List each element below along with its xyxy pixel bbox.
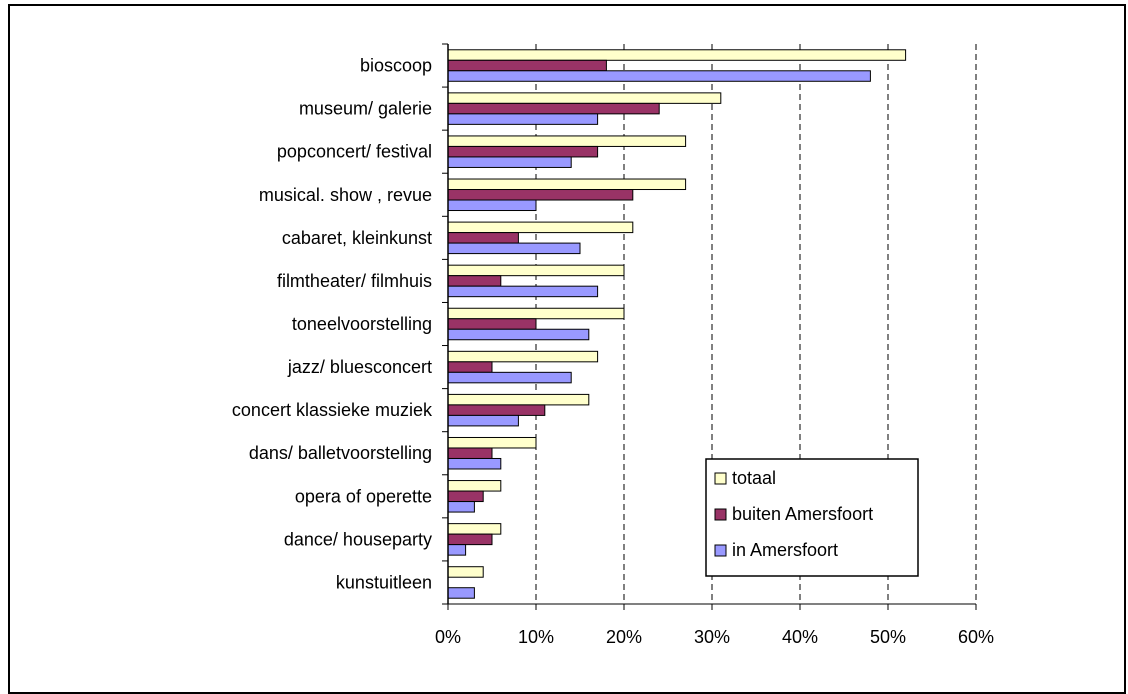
bar-totaal [447, 307, 625, 320]
x-tick-label: 60% [958, 627, 994, 647]
bar-in-amersfoort [447, 328, 590, 341]
bar-in-amersfoort [447, 544, 467, 556]
x-tick-label: 50% [870, 627, 906, 647]
category-label: filmtheater/ filmhuis [277, 271, 432, 291]
bar-in-amersfoort [447, 501, 475, 513]
bar-totaal [447, 49, 907, 61]
bar-in-amersfoort [447, 587, 475, 599]
x-tick-label: 40% [782, 627, 818, 647]
bar-buiten-amersfoort [447, 533, 493, 546]
x-tick-label: 30% [694, 627, 730, 647]
legend-swatch [714, 472, 727, 485]
legend: totaal buiten Amersfoort in Amersfoort [705, 458, 919, 577]
bar-totaal [447, 436, 537, 449]
bar-totaal [447, 135, 687, 147]
bar-totaal [447, 264, 625, 277]
x-tick-labels: 0% 10% 20% 30% 40% 50% 60% [435, 627, 994, 647]
category-label: toneelvoorstelling [292, 314, 432, 334]
legend-label: buiten Amersfoort [732, 504, 873, 524]
bar-buiten-amersfoort [447, 232, 519, 244]
bar-buiten-amersfoort [447, 361, 493, 373]
bar-totaal [447, 350, 599, 363]
bar-totaal [447, 523, 502, 535]
bar-totaal [447, 480, 502, 492]
category-label: dans/ balletvoorstelling [249, 443, 432, 463]
category-label: dance/ houseparty [284, 529, 432, 549]
category-label: concert klassieke muziek [232, 400, 433, 420]
category-label: opera of operette [295, 486, 432, 506]
bar-in-amersfoort [447, 371, 572, 384]
category-label: kunstuitleen [336, 572, 432, 592]
bar-buiten-amersfoort [447, 275, 502, 287]
category-label: cabaret, kleinkunst [282, 228, 432, 248]
bar-buiten-amersfoort [447, 189, 634, 201]
bar-in-amersfoort [447, 70, 871, 82]
axes [442, 43, 977, 610]
bar-in-amersfoort [447, 156, 572, 168]
bar-totaal [447, 566, 484, 578]
category-label: jazz/ bluesconcert [287, 357, 432, 377]
bar-in-amersfoort [447, 285, 599, 298]
legend-swatch [714, 544, 727, 557]
legend-swatch [714, 508, 727, 521]
bar-totaal [447, 221, 634, 234]
bars [447, 49, 907, 599]
bar-in-amersfoort [447, 242, 581, 255]
bar-buiten-amersfoort [447, 102, 660, 115]
bar-in-amersfoort [447, 113, 599, 125]
bar-in-amersfoort [447, 457, 502, 470]
category-label: museum/ galerie [299, 99, 432, 119]
bar-totaal [447, 92, 722, 104]
legend-box [705, 458, 919, 577]
bar-buiten-amersfoort [447, 490, 484, 503]
category-label: popconcert/ festival [277, 142, 432, 162]
bar-in-amersfoort [447, 414, 519, 427]
bar-totaal [447, 393, 590, 406]
legend-label: totaal [732, 468, 776, 488]
bar-buiten-amersfoort [447, 59, 607, 72]
bar-buiten-amersfoort [447, 145, 599, 158]
category-label: musical. show , revue [259, 185, 432, 205]
x-tick-label: 10% [518, 627, 554, 647]
bar-in-amersfoort [447, 199, 537, 212]
legend-label: in Amersfoort [732, 540, 838, 560]
category-labels: bioscoop museum/ galerie popconcert/ festi… [232, 56, 433, 593]
bar-totaal [447, 178, 687, 191]
bar-buiten-amersfoort [447, 404, 546, 416]
x-tick-label: 0% [435, 627, 461, 647]
bar-buiten-amersfoort [447, 447, 493, 459]
category-label: bioscoop [360, 56, 432, 76]
x-tick-label: 20% [606, 627, 642, 647]
bar-buiten-amersfoort [447, 318, 537, 330]
